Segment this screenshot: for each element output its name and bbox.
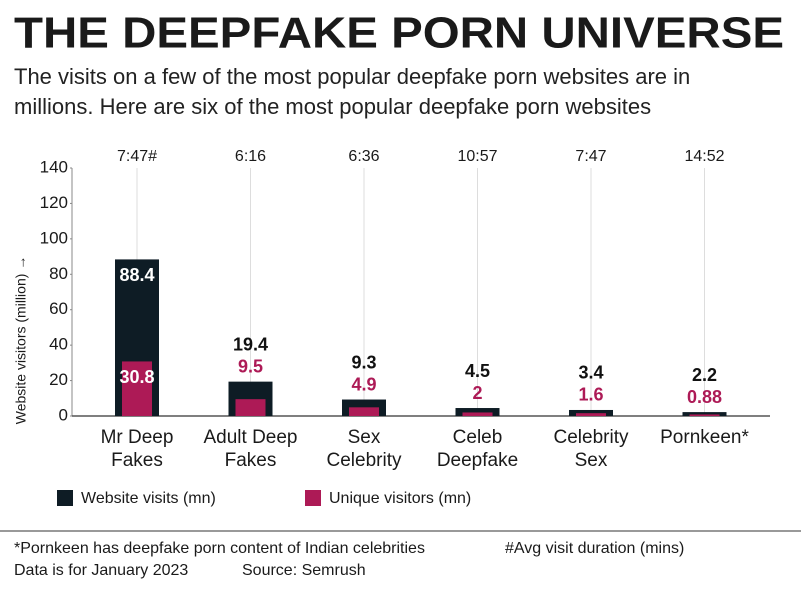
- duration-label: 10:57: [457, 148, 497, 165]
- value-label: 88.4: [119, 265, 154, 285]
- y-tick-label: 20: [49, 370, 68, 389]
- y-tick-label: 40: [49, 335, 68, 354]
- x-tick-label: Deepfake: [437, 450, 518, 471]
- bar: [569, 409, 613, 416]
- x-tick-label: Adult Deep: [203, 427, 297, 448]
- value-label: 9.3: [351, 352, 376, 372]
- value-label: 4.5: [465, 361, 490, 381]
- y-axis-label: Website visitors (million) →: [13, 256, 29, 425]
- y-tick-label: 80: [49, 264, 68, 283]
- duration-label: 14:52: [684, 148, 724, 165]
- legend-swatch: [305, 490, 321, 506]
- value-label: 9.5: [238, 356, 263, 376]
- x-tick-label: Sex: [348, 427, 381, 448]
- value-label: 2.2: [692, 365, 717, 385]
- footnote: *Pornkeen has deepfake porn content of I…: [14, 540, 425, 557]
- x-tick-label: Fakes: [111, 450, 163, 471]
- bar: [455, 408, 500, 416]
- x-tick-label: Celebrity: [327, 450, 402, 471]
- chart-title: THE DEEPFAKE PORN UNIVERSE: [14, 9, 784, 58]
- value-label: 3.4: [578, 363, 603, 383]
- footnote: Data is for January 2023: [14, 562, 188, 579]
- footnote: Source: Semrush: [242, 562, 366, 579]
- value-label: 30.8: [119, 367, 154, 387]
- subtitle: millions. Here are six of the most popul…: [14, 94, 651, 119]
- legend-label: Website visits (mn): [81, 490, 216, 507]
- duration-label: 7:47: [575, 148, 606, 165]
- value-label: 19.4: [233, 334, 268, 354]
- bar: [349, 407, 379, 416]
- x-tick-label: Pornkeen*: [660, 427, 749, 448]
- x-tick-label: Mr Deep: [101, 427, 174, 448]
- bar: [122, 361, 152, 416]
- y-tick-label: 60: [49, 299, 68, 318]
- value-label: 4.9: [351, 374, 376, 394]
- x-tick-label: Celebrity: [554, 427, 629, 448]
- y-tick-label: 0: [59, 405, 68, 424]
- bar: [689, 414, 720, 416]
- y-tick-label: 140: [40, 157, 68, 176]
- subtitle: The visits on a few of the most popular …: [14, 64, 690, 89]
- x-tick-label: Celeb: [453, 427, 503, 448]
- bar: [576, 413, 606, 416]
- x-tick-label: Fakes: [225, 450, 277, 471]
- bar: [462, 412, 493, 416]
- footnote: #Avg visit duration (mins): [505, 540, 684, 557]
- duration-label: 7:47#: [117, 148, 157, 165]
- duration-label: 6:16: [235, 148, 266, 165]
- y-tick-label: 120: [40, 193, 68, 212]
- duration-label: 6:36: [348, 148, 379, 165]
- legend-swatch: [57, 490, 73, 506]
- y-tick-label: 100: [40, 228, 68, 247]
- value-label: 2: [472, 383, 482, 403]
- x-tick-label: Sex: [575, 450, 608, 471]
- bar: [235, 399, 266, 416]
- value-label: 1.6: [578, 385, 603, 405]
- legend-label: Unique visitors (mn): [329, 490, 471, 507]
- bar: [682, 412, 727, 416]
- value-label: 0.88: [687, 387, 722, 407]
